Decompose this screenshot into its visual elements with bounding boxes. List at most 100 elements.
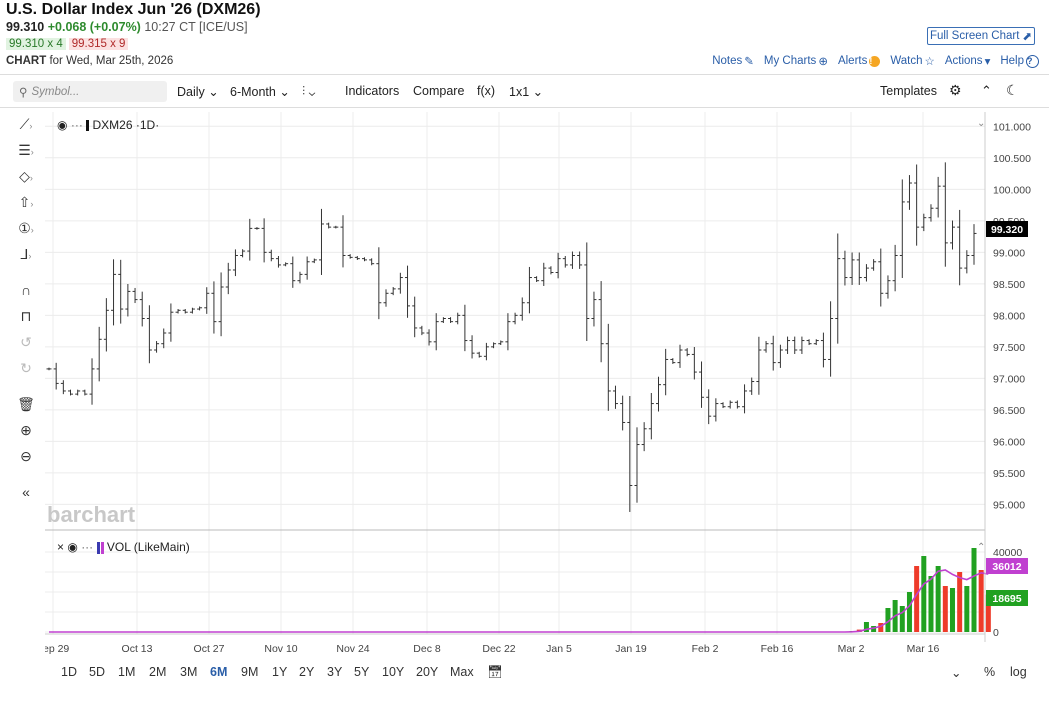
volume-legend[interactable]: × ◉ ··· VOL (LikeMain)	[57, 540, 190, 554]
eye-icon[interactable]: ◉	[57, 118, 68, 132]
zoom-in-icon[interactable]: ⊕	[20, 422, 32, 438]
date-tick-label: Oct 13	[122, 643, 153, 654]
ohlc-bar	[362, 257, 368, 262]
range-button-2y[interactable]: 2Y	[299, 665, 315, 679]
ohlc-bar	[684, 348, 690, 357]
ohlc-bar	[498, 340, 504, 346]
chevron-down-icon: ⌄	[279, 85, 290, 99]
chart-canvas[interactable]: 101.000100.500100.00099.50099.00098.5009…	[45, 112, 1045, 654]
range-button-2m[interactable]: 2M	[149, 665, 167, 679]
collapse-up-icon[interactable]: ⌃	[981, 83, 992, 98]
vol-pane-chevron-icon[interactable]: ⌃	[977, 542, 986, 553]
redo-icon[interactable]: ↻	[20, 360, 32, 376]
ohlc-bar	[799, 336, 805, 354]
ohlc-bar	[892, 244, 898, 292]
range-button-1y[interactable]: 1Y	[272, 665, 288, 679]
layout-dropdown[interactable]: 1x1 ⌄	[509, 84, 543, 99]
range-button-20y[interactable]: 20Y	[416, 665, 439, 679]
percent-toggle[interactable]: %	[984, 665, 996, 679]
ohlc-bar	[534, 276, 540, 283]
alerts-link[interactable]: Alerts!	[838, 55, 881, 67]
price-tick-label: 96.500	[993, 405, 1025, 417]
ohlc-bar	[283, 262, 289, 267]
ohlc-bar	[720, 402, 726, 409]
lock-icon[interactable]: ⊓	[20, 308, 32, 324]
period-dropdown[interactable]: 6-Month ⌄	[230, 84, 290, 99]
zoom-out-icon[interactable]: ⊖	[20, 448, 32, 464]
alert-icon: !	[869, 55, 881, 67]
eye-icon[interactable]: ◉	[67, 540, 78, 554]
ohlc-bar	[440, 317, 446, 323]
volume-bar	[978, 570, 984, 632]
range-button-10y[interactable]: 10Y	[382, 665, 405, 679]
ohlc-bar	[304, 256, 310, 280]
pane-chevron-icon[interactable]: ⌄	[977, 118, 986, 129]
star-icon: ☆	[924, 56, 935, 68]
help-link[interactable]: Help?	[1000, 54, 1039, 68]
range-button-max[interactable]: Max	[450, 665, 474, 679]
gear-icon[interactable]: ⚙	[949, 82, 962, 98]
my-charts-link[interactable]: My Charts ⊕	[764, 54, 828, 68]
trash-icon[interactable]: 🗑︎	[17, 396, 35, 412]
ohlc-bar	[204, 287, 210, 314]
range-button-1d[interactable]: 1D	[61, 665, 77, 679]
date-tick-label: Mar 16	[907, 643, 940, 654]
ohlc-bar	[419, 325, 425, 336]
ohlc-bar	[254, 227, 260, 230]
range-button-6m[interactable]: 6M	[210, 665, 228, 679]
ohlc-bar	[211, 281, 217, 334]
double-chevron-down-icon[interactable]: ⌄	[951, 666, 962, 680]
volume-bar	[928, 576, 934, 632]
ohlc-bar	[906, 175, 912, 210]
notes-link[interactable]: Notes ✎	[712, 54, 754, 68]
range-button-3y[interactable]: 3Y	[327, 665, 343, 679]
range-button-1m[interactable]: 1M	[118, 665, 136, 679]
pattern-tool-icon[interactable]: ⅃›	[20, 246, 32, 262]
volume-bar	[949, 588, 955, 632]
ohlc-bar	[899, 179, 905, 278]
compare-button[interactable]: Compare	[413, 84, 465, 98]
ohlc-bar	[505, 313, 511, 351]
collapse-sidebar-icon[interactable]: «	[22, 484, 30, 500]
range-button-5y[interactable]: 5Y	[354, 665, 370, 679]
arrow-tool-icon[interactable]: ⇧›	[18, 194, 34, 210]
full-screen-button[interactable]: Full Screen Chart ⬈	[927, 27, 1035, 45]
trendline-tool-icon[interactable]: ⟋›	[19, 116, 33, 132]
full-screen-label: Full Screen Chart	[929, 30, 1020, 42]
ohlc-bar	[548, 266, 554, 275]
bar-type-dropdown[interactable]: ⫶ ⌄	[302, 84, 315, 99]
magnet-icon[interactable]: ∩	[20, 282, 32, 298]
close-icon[interactable]: ×	[57, 540, 65, 554]
price-tick-label: 101.000	[993, 121, 1031, 133]
annotation-tool-icon[interactable]: ①›	[18, 220, 34, 236]
date-tick-label: Oct 27	[194, 643, 225, 654]
dark-mode-icon[interactable]: ☾	[1006, 82, 1019, 98]
fx-button[interactable]: f(x)	[477, 84, 496, 98]
interval-dropdown[interactable]: Daily ⌄	[177, 84, 219, 99]
date-tick-label: Nov 10	[264, 643, 297, 654]
symbol-search-input[interactable]: ⚲ Symbol...	[13, 81, 167, 102]
ohlc-bar	[333, 225, 339, 229]
calendar-icon[interactable]: 📅︎	[487, 665, 503, 679]
ohlc-bar	[949, 220, 955, 250]
main-legend[interactable]: ◉ ··· DXM26 ·1D·	[57, 118, 160, 132]
range-button-5d[interactable]: 5D	[89, 665, 105, 679]
watch-link[interactable]: Watch ☆	[890, 54, 934, 68]
shapes-tool-icon[interactable]: ◇›	[19, 168, 33, 184]
undo-icon[interactable]: ↺	[20, 334, 32, 350]
actions-menu[interactable]: Actions ▾	[945, 54, 991, 68]
log-toggle[interactable]: log	[1010, 665, 1027, 679]
ohlc-bar	[713, 398, 719, 422]
fibonacci-tool-icon[interactable]: ☰›	[18, 142, 34, 158]
ohlc-bar	[82, 389, 88, 396]
ohlc-bar	[139, 291, 145, 327]
price-tick-label: 97.000	[993, 373, 1025, 385]
ohlc-bar	[677, 344, 683, 368]
indicators-button[interactable]: Indicators	[345, 84, 400, 98]
page-title: U.S. Dollar Index Jun '26 (DXM26)	[6, 1, 261, 18]
range-button-3m[interactable]: 3M	[180, 665, 198, 679]
ohlc-bar	[448, 317, 454, 323]
volume-gridlines	[45, 551, 985, 633]
templates-button[interactable]: Templates	[880, 84, 937, 98]
range-button-9m[interactable]: 9M	[241, 665, 259, 679]
